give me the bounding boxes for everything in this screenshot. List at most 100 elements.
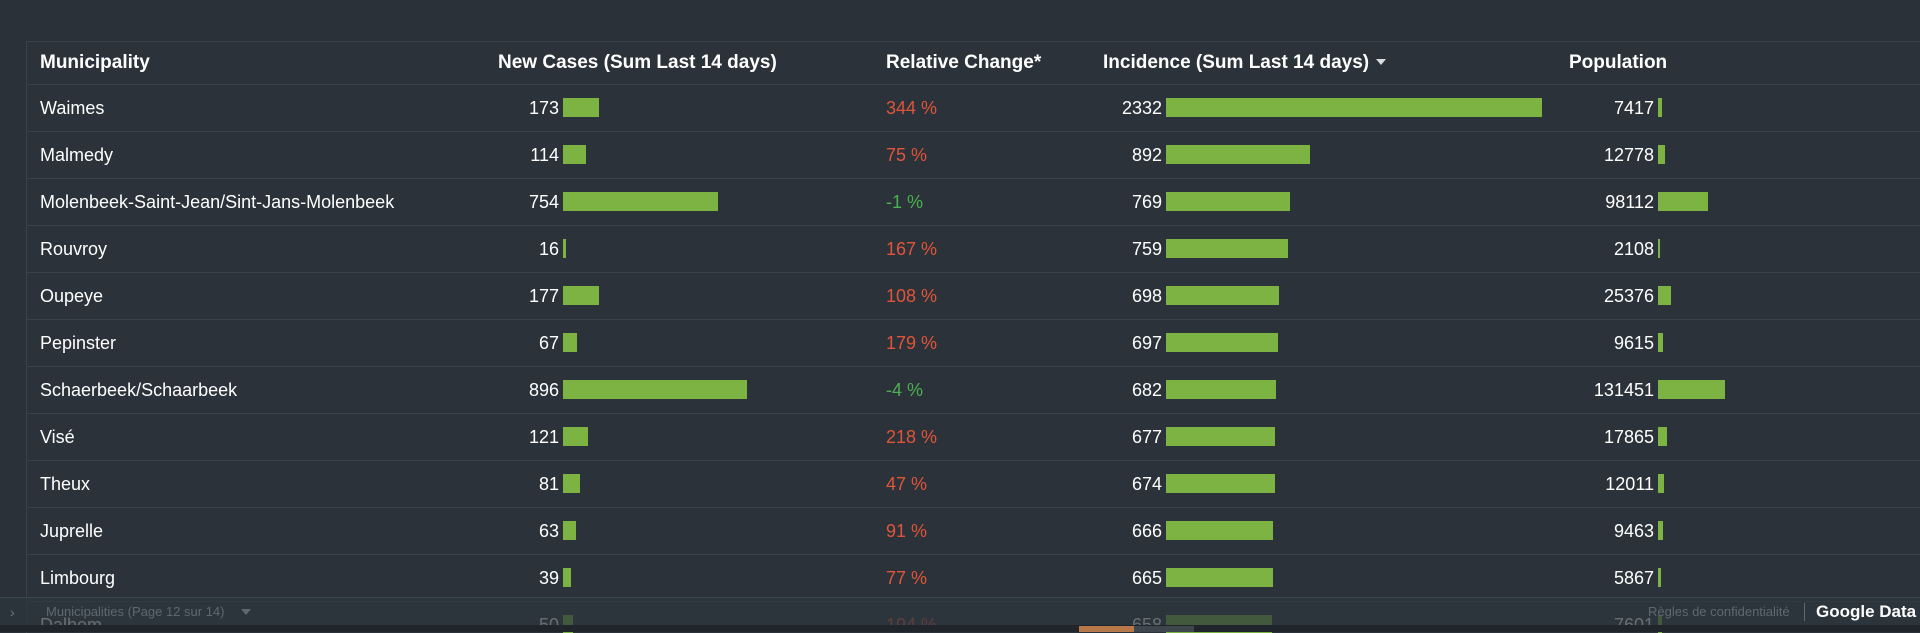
- population-bar: [1658, 286, 1671, 305]
- footer-divider: [1804, 603, 1805, 621]
- cell-incidence: 698: [1131, 286, 1162, 306]
- page-dropdown-icon[interactable]: [241, 609, 251, 615]
- cell-municipality: Pepinster: [40, 333, 117, 353]
- footer-bar: › Municipalities (Page 12 sur 14) Règles…: [0, 597, 1920, 626]
- incidence-bar: [1166, 427, 1275, 446]
- header-relative-change[interactable]: Relative Change*: [886, 52, 1042, 73]
- cell-population: 98112: [1605, 192, 1654, 212]
- population-bar: [1658, 239, 1660, 258]
- chevron-right-icon[interactable]: ›: [10, 604, 15, 620]
- cell-new-cases: 121: [528, 427, 559, 447]
- table-row[interactable]: Pepinster 67 179 % 697 9615: [27, 319, 1920, 367]
- new-cases-bar: [563, 192, 718, 211]
- table-row[interactable]: Juprelle 63 91 % 666 9463: [27, 507, 1920, 555]
- table-row[interactable]: Oupeye 177 108 % 698 25376: [27, 272, 1920, 320]
- cell-new-cases: 67: [538, 333, 559, 353]
- population-bar: [1658, 568, 1661, 587]
- incidence-bar: [1166, 380, 1276, 399]
- new-cases-bar: [563, 98, 599, 117]
- cell-relative-change: -1 %: [886, 192, 924, 212]
- new-cases-bar: [563, 474, 580, 493]
- population-bar: [1658, 145, 1665, 164]
- cell-relative-change: 91 %: [886, 521, 928, 541]
- cell-new-cases: 177: [528, 286, 559, 306]
- cell-new-cases: 896: [528, 380, 559, 400]
- table-row[interactable]: Limbourg 39 77 % 665 5867: [27, 554, 1920, 602]
- cell-municipality: Molenbeek-Saint-Jean/Sint-Jans-Molenbeek: [40, 192, 395, 212]
- incidence-bar: [1166, 286, 1279, 305]
- table-row[interactable]: Waimes 173 344 % 2332 7417: [27, 84, 1920, 132]
- google-data-studio-logo[interactable]: Google Data S: [1816, 602, 1920, 621]
- cell-relative-change: 47 %: [886, 474, 928, 494]
- table-row[interactable]: Theux 81 47 % 674 12011: [27, 460, 1920, 508]
- cell-population: 2108: [1613, 239, 1654, 259]
- page-selector[interactable]: Municipalities (Page 12 sur 14): [46, 604, 225, 619]
- cell-new-cases: 39: [538, 568, 559, 588]
- new-cases-bar: [563, 286, 599, 305]
- horizontal-scrollbar[interactable]: [0, 625, 1920, 632]
- cell-new-cases: 173: [528, 98, 559, 118]
- population-bar: [1658, 192, 1708, 211]
- cell-relative-change: 167 %: [886, 239, 938, 259]
- cell-relative-change: -4 %: [886, 380, 924, 400]
- population-bar: [1658, 380, 1725, 399]
- population-bar: [1658, 333, 1663, 352]
- new-cases-bar: [563, 568, 571, 587]
- cell-population: 12011: [1605, 474, 1654, 494]
- table-row[interactable]: Visé 121 218 % 677 17865: [27, 413, 1920, 461]
- cell-incidence: 682: [1131, 380, 1162, 400]
- privacy-link[interactable]: Règles de confidentialité: [1648, 604, 1790, 619]
- cell-incidence: 665: [1131, 568, 1162, 588]
- cell-new-cases: 754: [528, 192, 559, 212]
- header-population[interactable]: Population: [1569, 52, 1668, 73]
- header-municipality[interactable]: Municipality: [40, 52, 150, 73]
- cell-new-cases: 81: [538, 474, 559, 494]
- header-incidence[interactable]: Incidence (Sum Last 14 days): [1103, 52, 1370, 73]
- cell-incidence: 892: [1131, 145, 1162, 165]
- cell-incidence: 697: [1131, 333, 1162, 353]
- cell-municipality: Waimes: [40, 98, 105, 118]
- table-row[interactable]: Schaerbeek/Schaarbeek 896 -4 % 682 131451: [27, 366, 1920, 414]
- cell-relative-change: 77 %: [886, 568, 928, 588]
- new-cases-bar: [563, 521, 576, 540]
- cell-population: 7417: [1613, 98, 1654, 118]
- cell-municipality: Rouvroy: [40, 239, 108, 259]
- incidence-bar: [1166, 333, 1278, 352]
- incidence-bar: [1166, 568, 1273, 587]
- population-bar: [1658, 521, 1663, 540]
- incidence-bar: [1166, 521, 1273, 540]
- cell-population: 12778: [1603, 145, 1654, 165]
- cell-population: 9615: [1613, 333, 1654, 353]
- cell-relative-change: 179 %: [886, 333, 938, 353]
- cell-new-cases: 114: [530, 145, 559, 165]
- cell-incidence: 759: [1131, 239, 1162, 259]
- new-cases-bar: [563, 145, 586, 164]
- new-cases-bar: [563, 380, 747, 399]
- header-new-cases[interactable]: New Cases (Sum Last 14 days): [498, 52, 777, 73]
- cell-incidence: 666: [1131, 521, 1162, 541]
- cell-municipality: Oupeye: [40, 286, 104, 306]
- cell-incidence: 769: [1131, 192, 1162, 212]
- cell-municipality: Limbourg: [40, 568, 116, 588]
- cell-population: 17865: [1603, 427, 1654, 447]
- cell-new-cases: 63: [538, 521, 559, 541]
- sort-descending-icon[interactable]: [1376, 59, 1386, 65]
- table-row[interactable]: Molenbeek-Saint-Jean/Sint-Jans-Molenbeek…: [27, 178, 1920, 226]
- table-row[interactable]: Malmedy 114 75 % 892 12778: [27, 131, 1920, 179]
- cell-municipality: Malmedy: [40, 145, 114, 165]
- cell-population: 131451: [1593, 380, 1654, 400]
- cell-relative-change: 108 %: [886, 286, 938, 306]
- cell-incidence: 2332: [1121, 98, 1162, 118]
- population-bar: [1658, 474, 1664, 493]
- data-table: Municipality New Cases (Sum Last 14 days…: [26, 41, 1920, 633]
- incidence-bar: [1166, 98, 1542, 117]
- cell-incidence: 674: [1131, 474, 1162, 494]
- cell-municipality: Visé: [40, 427, 75, 447]
- cell-relative-change: 75 %: [886, 145, 928, 165]
- scrollbar-thumb[interactable]: [1079, 626, 1134, 632]
- scrollbar-track: [1134, 626, 1194, 632]
- cell-incidence: 677: [1131, 427, 1162, 447]
- cell-new-cases: 16: [538, 239, 559, 259]
- table-row[interactable]: Rouvroy 16 167 % 759 2108: [27, 225, 1920, 273]
- cell-municipality: Juprelle: [40, 521, 104, 541]
